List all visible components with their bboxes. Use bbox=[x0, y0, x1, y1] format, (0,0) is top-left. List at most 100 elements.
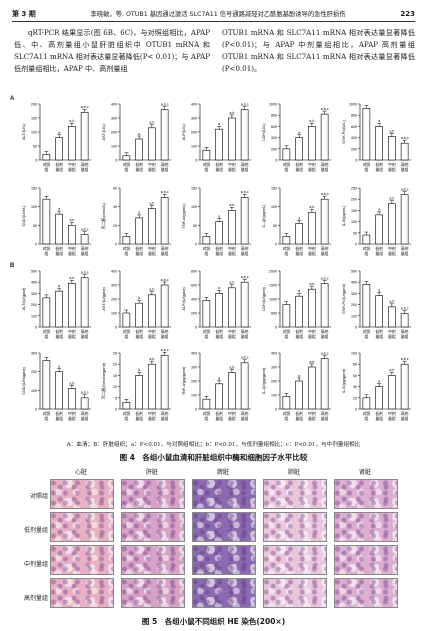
page-header: 第 3 期 李晓敏，等. OTUB1 基因通过激活 SLC7A11 信号通路减轻… bbox=[12, 8, 415, 22]
significance-label: a,b,c bbox=[161, 190, 169, 194]
y-tick-label: 200 bbox=[191, 131, 197, 135]
category-label: 低剂 bbox=[135, 329, 143, 334]
y-tick-label: 300 bbox=[111, 117, 117, 121]
category-label: 高剂 bbox=[81, 162, 89, 167]
significance-label: a,b,c bbox=[321, 351, 329, 355]
category-label: 低剂 bbox=[135, 162, 143, 167]
bar bbox=[308, 288, 316, 328]
y-tick-label: 0 bbox=[115, 243, 117, 247]
he-stain-liver-high-dose bbox=[121, 578, 185, 608]
category-label: 中剂 bbox=[388, 246, 396, 251]
significance-label: a bbox=[298, 130, 300, 134]
chart-svg: 0 100 200 300 400 AST/(U/gprot) 对照组 a 低剂量组 a,b 中剂量… bbox=[102, 270, 171, 339]
category-label: 量组 bbox=[135, 167, 143, 172]
he-stain-spleen-mid-dose bbox=[192, 545, 256, 575]
he-stain-liver-control bbox=[121, 479, 185, 509]
y-tick-label: 600 bbox=[191, 284, 197, 288]
y-axis-label: AST/(U/L) bbox=[102, 123, 106, 141]
bar bbox=[135, 138, 143, 161]
bar bbox=[42, 198, 51, 245]
category-label: 量组 bbox=[135, 416, 143, 421]
y-tick-label: 400 bbox=[111, 103, 117, 107]
bar-chart-17: 0 5 10 15 20 25 丙二醛/(nmol/mgprot) 对照组 a 低剂 量组 a,b 中剂… bbox=[96, 347, 174, 431]
y-tick-label: 20 bbox=[113, 224, 117, 228]
significance-label: a,b bbox=[389, 368, 394, 372]
chart-svg: 0 50 100 150 TNF-α/(pg/mL) 对照组 a 低剂量组 a,b 中剂量组 a,b… bbox=[182, 187, 251, 256]
y-axis-label: ALP/(U/L) bbox=[182, 123, 186, 140]
bar bbox=[308, 366, 316, 410]
category-label: 对照 bbox=[363, 162, 371, 167]
category-label: 对照 bbox=[43, 246, 51, 251]
y-tick-label: 600 bbox=[351, 125, 357, 129]
significance-label: a,b,c bbox=[81, 105, 89, 109]
y-tick-label: 100 bbox=[31, 389, 37, 393]
bar-chart-18: 0 100 200 300 400 TNF-α/(pg/gprot) 对照组 a 低剂 量组 a,b… bbox=[176, 347, 254, 431]
category-label: 量组 bbox=[135, 334, 143, 339]
category-label: 对照 bbox=[283, 329, 291, 334]
category-label: 中剂 bbox=[68, 411, 76, 416]
category-label: 量组 bbox=[215, 416, 223, 421]
category-label: 量组 bbox=[215, 167, 223, 172]
bar bbox=[295, 223, 303, 245]
category-label: 组 bbox=[204, 167, 208, 172]
he-stain-kidney-mid-dose bbox=[334, 545, 398, 575]
category-label: 对照 bbox=[123, 329, 131, 334]
category-label: 量组 bbox=[68, 334, 76, 339]
category-label: 中剂 bbox=[308, 162, 316, 167]
y-axis-label: SOD/(U/mL) bbox=[22, 205, 26, 227]
category-label: 量组 bbox=[228, 334, 236, 339]
bar bbox=[122, 155, 131, 161]
y-tick-label: 0 bbox=[115, 159, 117, 163]
category-label: 中剂 bbox=[68, 162, 76, 167]
y-tick-label: 60 bbox=[353, 374, 357, 378]
bar bbox=[375, 214, 383, 245]
bar-chart-5: 0 200 400 600 800 1000 GSH-Px/(U/L) 对照组 a 低剂 量组 a,b… bbox=[336, 98, 414, 182]
he-stain-kidney-control bbox=[334, 479, 398, 509]
y-tick-label: 20 bbox=[113, 363, 117, 367]
category-label: 对照 bbox=[283, 162, 291, 167]
category-label: 高剂 bbox=[241, 411, 249, 416]
he-stain-liver-mid-dose bbox=[121, 545, 185, 575]
category-label: 量组 bbox=[81, 167, 89, 172]
y-tick-label: 1500 bbox=[269, 284, 277, 288]
category-label: 组 bbox=[364, 251, 368, 256]
y-tick-label: 0 bbox=[275, 159, 277, 163]
chart-svg: 0 20 40 60 80 100 IL-6/(pg/gprot) 对照组 a 低剂量组 a,b 中剂… bbox=[342, 352, 411, 421]
significance-label: a,b bbox=[69, 119, 74, 123]
significance-label: a bbox=[378, 119, 380, 123]
chart-svg: 0 100 200 300 400 TNF-α/(pg/gprot) 对照组 a 低剂量组 a,b… bbox=[182, 352, 251, 421]
bar bbox=[375, 295, 383, 328]
category-label: 量组 bbox=[308, 416, 316, 421]
bar bbox=[282, 396, 291, 410]
y-tick-label: 0 bbox=[195, 159, 197, 163]
category-label: 量组 bbox=[135, 251, 143, 256]
row-header-high-dose: 高剂量组 bbox=[23, 595, 48, 602]
bar bbox=[228, 117, 236, 161]
category-label: 对照 bbox=[43, 329, 51, 334]
y-tick-label: 50 bbox=[353, 231, 357, 235]
y-axis-label: AST/(U/gprot) bbox=[102, 287, 106, 311]
y-tick-label: 40 bbox=[113, 205, 117, 209]
category-label: 低剂 bbox=[295, 411, 303, 416]
bar bbox=[68, 126, 76, 161]
bar bbox=[148, 363, 156, 410]
y-tick-label: 100 bbox=[111, 312, 117, 316]
chart-svg: 0 100 200 300 400 AST/(U/L) 对照组 a 低剂量组 a,b 中剂量组 a,b… bbox=[102, 102, 171, 172]
y-tick-label: 200 bbox=[111, 298, 117, 302]
category-label: 对照 bbox=[283, 246, 291, 251]
y-tick-label: 400 bbox=[111, 270, 117, 274]
significance-label: a,b,c bbox=[241, 356, 249, 360]
category-label: 量组 bbox=[81, 334, 89, 339]
category-label: 量组 bbox=[388, 334, 396, 339]
y-tick-label: 50 bbox=[193, 224, 197, 228]
bar-chart-13: 0 200 400 600 800 ALP/(U/gprot) 对照组 a 低剂 量组 a,b 中剂量… bbox=[176, 265, 254, 349]
category-label: 低剂 bbox=[215, 411, 223, 416]
chart-svg: 0 100 200 300 SOD/(U/mgprot) 对照组 a 低剂量组 a,b 中剂量组 a… bbox=[22, 352, 91, 421]
bar bbox=[320, 283, 329, 328]
category-label: 量组 bbox=[241, 167, 249, 172]
significance-label: a,b bbox=[389, 196, 394, 200]
y-tick-label: 250 bbox=[351, 187, 357, 191]
category-label: 量组 bbox=[241, 334, 249, 339]
y-tick-label: 10 bbox=[113, 385, 117, 389]
figure-4-caption: 图 4 各组小鼠血清和肝脏组织中酶和细胞因子水平比较 bbox=[119, 453, 308, 462]
